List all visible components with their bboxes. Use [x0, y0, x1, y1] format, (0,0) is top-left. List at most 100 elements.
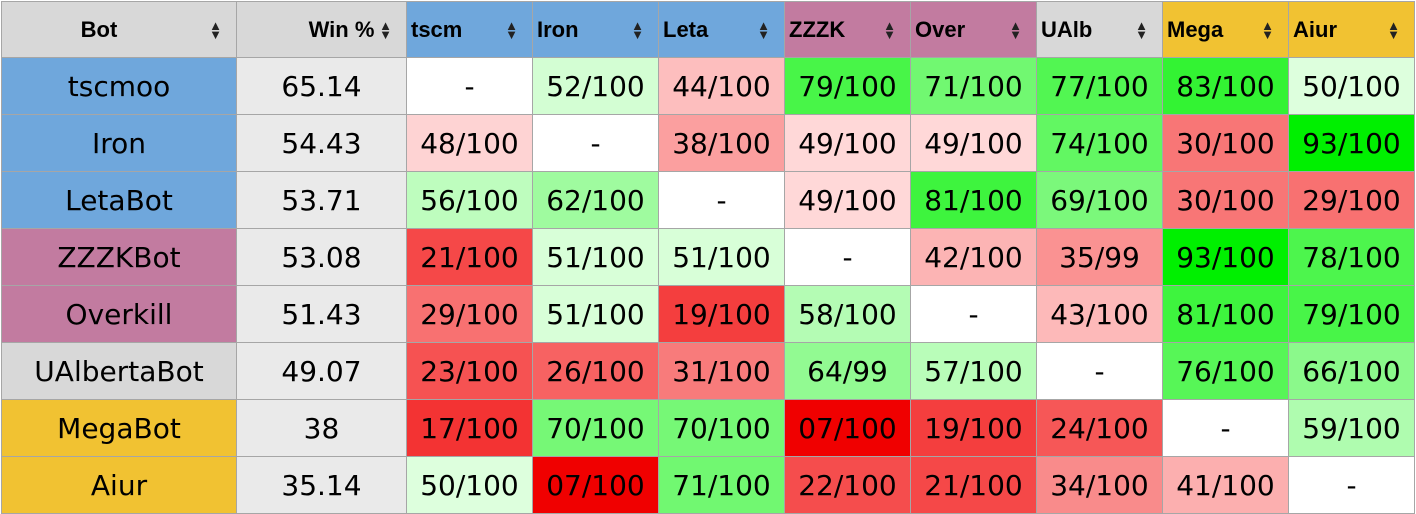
result-cell: 29/100 [1288, 171, 1415, 229]
result-cell: - [1288, 456, 1415, 514]
sort-updown-icon[interactable]: ▲ ▼ [209, 17, 222, 42]
column-header-win[interactable]: Win % ▲ ▼ [236, 1, 407, 58]
bot-name-cell: LetaBot [1, 171, 237, 229]
result-cell: 70/100 [532, 399, 659, 457]
result-cell: - [658, 171, 785, 229]
result-cell: 44/100 [658, 57, 785, 115]
result-cell: 21/100 [910, 456, 1037, 514]
table-row: tscmoo 65.14-52/100 44/100 79/100 71/100 77/1… [1, 57, 1415, 115]
result-cell: 59/100 [1288, 399, 1415, 457]
sort-updown-icon[interactable]: ▲ ▼ [1009, 17, 1022, 42]
result-cell: 30/100 [1162, 171, 1289, 229]
column-header-label: Aiur [1293, 16, 1337, 42]
result-cell: 76/100 [1162, 342, 1289, 400]
column-header-label: Win % [308, 16, 375, 42]
win-percent-cell: 49.07 [236, 342, 407, 400]
result-cell: 49/100 [784, 171, 911, 229]
table-row: MegaBot 38 17/100 70/100 70/100 07/100 19/100 2… [1, 399, 1415, 457]
bot-name-cell: Aiur [1, 456, 237, 514]
result-cell: - [1036, 342, 1163, 400]
result-cell: 70/100 [658, 399, 785, 457]
result-cell: 41/100 [1162, 456, 1289, 514]
result-cell: 31/100 [658, 342, 785, 400]
bot-name-cell: Iron [1, 114, 237, 172]
column-header-label: Over [915, 16, 966, 42]
result-cell: - [784, 228, 911, 286]
result-cell: 30/100 [1162, 114, 1289, 172]
column-header-label: UAlb [1041, 16, 1093, 42]
column-header-label: ZZZK [789, 16, 846, 42]
result-cell: 26/100 [532, 342, 659, 400]
column-header-label: Mega [1167, 16, 1224, 42]
table-row: Overkill 51.43 29/100 51/100 19/100 58/100-43… [1, 285, 1415, 343]
result-cell: 81/100 [910, 171, 1037, 229]
result-cell: 56/100 [406, 171, 533, 229]
win-percent-cell: 65.14 [236, 57, 407, 115]
result-cell: 79/100 [1288, 285, 1415, 343]
result-cell: - [1162, 399, 1289, 457]
result-cell: - [406, 57, 533, 115]
bot-name-cell: UAlbertaBot [1, 342, 237, 400]
column-header-label: tscm [411, 16, 463, 42]
win-percent-cell: 38 [236, 399, 407, 457]
result-cell: 51/100 [532, 285, 659, 343]
result-cell: 62/100 [532, 171, 659, 229]
result-cell: 42/100 [910, 228, 1037, 286]
sort-updown-icon[interactable]: ▲ ▼ [1387, 17, 1400, 42]
bot-name-cell: Overkill [1, 285, 237, 343]
bot-name-cell: ZZZKBot [1, 228, 237, 286]
result-cell: - [910, 285, 1037, 343]
column-header-bot[interactable]: Bot ▲ ▼ [1, 1, 237, 58]
sort-updown-icon[interactable]: ▲ ▼ [757, 17, 770, 42]
sort-updown-icon[interactable]: ▲ ▼ [505, 17, 518, 42]
result-cell: 43/100 [1036, 285, 1163, 343]
result-cell: 52/100 [532, 57, 659, 115]
column-header-label: Iron [537, 16, 579, 42]
result-cell: 78/100 [1288, 228, 1415, 286]
result-cell: 57/100 [910, 342, 1037, 400]
result-cell: 49/100 [784, 114, 911, 172]
result-cell: 93/100 [1288, 114, 1415, 172]
sort-updown-icon[interactable]: ▲ ▼ [1261, 17, 1274, 42]
column-header-aiur[interactable]: Aiur ▲ ▼ [1288, 1, 1415, 58]
result-cell: 64/99 [784, 342, 911, 400]
column-header-iron[interactable]: Iron ▲ ▼ [532, 1, 659, 58]
sort-updown-icon[interactable]: ▲ ▼ [631, 17, 644, 42]
sort-updown-icon[interactable]: ▲ ▼ [1135, 17, 1148, 42]
win-percent-cell: 53.08 [236, 228, 407, 286]
column-header-ualb[interactable]: UAlb ▲ ▼ [1036, 1, 1163, 58]
column-header-tscm[interactable]: tscm ▲ ▼ [406, 1, 533, 58]
table-row: UAlbertaBot 49.07 23/100 26/100 31/100 64/99 5… [1, 342, 1415, 400]
result-cell: 21/100 [406, 228, 533, 286]
result-cell: 49/100 [910, 114, 1037, 172]
bot-name-cell: tscmoo [1, 57, 237, 115]
column-header-label: Leta [663, 16, 709, 42]
result-cell: - [532, 114, 659, 172]
column-header-mega[interactable]: Mega ▲ ▼ [1162, 1, 1289, 58]
result-cell: 17/100 [406, 399, 533, 457]
sort-updown-icon[interactable]: ▲ ▼ [883, 17, 896, 42]
result-cell: 77/100 [1036, 57, 1163, 115]
result-cell: 34/100 [1036, 456, 1163, 514]
win-percent-cell: 35.14 [236, 456, 407, 514]
table-body: tscmoo 65.14-52/100 44/100 79/100 71/100 77/1… [1, 57, 1415, 514]
result-cell: 79/100 [784, 57, 911, 115]
table-row: LetaBot 53.71 56/100 62/100-49/100 81/100 69/… [1, 171, 1415, 229]
column-header-zzzk[interactable]: ZZZK ▲ ▼ [784, 1, 911, 58]
result-cell: 58/100 [784, 285, 911, 343]
result-cell: 07/100 [532, 456, 659, 514]
table-row: ZZZKBot 53.08 21/100 51/100 51/100-42/100 35/… [1, 228, 1415, 286]
result-cell: 51/100 [532, 228, 659, 286]
column-header-leta[interactable]: Leta ▲ ▼ [658, 1, 785, 58]
result-cell: 19/100 [910, 399, 1037, 457]
result-cell: 74/100 [1036, 114, 1163, 172]
table-row: Iron 54.43 48/100-38/100 49/100 49/100 74/100… [1, 114, 1415, 172]
table-row: Aiur 35.14 50/100 07/100 71/100 22/100 21/100 3… [1, 456, 1415, 514]
bot-name-cell: MegaBot [1, 399, 237, 457]
result-cell: 38/100 [658, 114, 785, 172]
sort-updown-icon[interactable]: ▲ ▼ [379, 17, 392, 42]
column-header-over[interactable]: Over ▲ ▼ [910, 1, 1037, 58]
win-percent-cell: 51.43 [236, 285, 407, 343]
result-cell: 23/100 [406, 342, 533, 400]
